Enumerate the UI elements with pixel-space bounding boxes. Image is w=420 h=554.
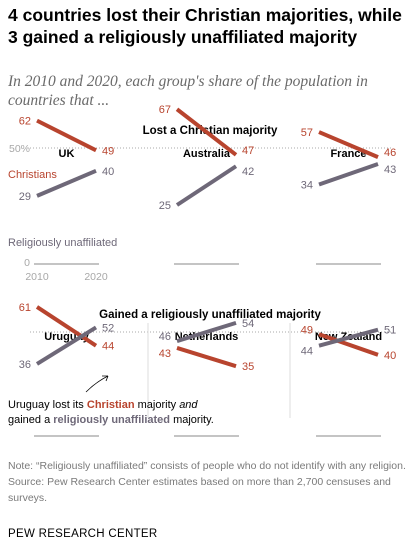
data-label: 62 [19, 116, 31, 128]
data-label: 40 [384, 350, 396, 362]
series-line-christians [176, 346, 237, 369]
annotation-span: and [179, 399, 198, 411]
annotation-span: gained a [8, 414, 53, 426]
data-label: 54 [242, 318, 254, 330]
data-label: 29 [19, 191, 31, 203]
data-label: 43 [384, 164, 396, 176]
series-line-unaffiliated [176, 320, 237, 344]
annotation-span: majority [135, 399, 180, 411]
legend-unaffiliated: Religiously unaffiliated [8, 237, 117, 249]
data-label: 67 [159, 104, 171, 116]
data-label: 44 [102, 341, 114, 353]
brand-name: PEW RESEARCH CENTER [8, 528, 158, 540]
panel-country-label: UK [59, 148, 75, 160]
data-label: 42 [242, 166, 254, 178]
data-label: 35 [242, 361, 254, 373]
series-line-christians [318, 130, 379, 159]
annotation-span: religiously unaffiliated [53, 414, 170, 426]
source-text: Source: Pew Research Center estimates ba… [8, 476, 391, 504]
y-tick-label: 50% [9, 143, 30, 155]
series-line-unaffiliated [35, 325, 98, 366]
group-title: Lost a Christian majority [143, 125, 278, 137]
annotation-span: majority. [170, 414, 214, 426]
data-label: 49 [102, 145, 114, 157]
data-label: 25 [159, 200, 171, 212]
series-line-christians [35, 305, 98, 348]
data-label: 47 [242, 145, 254, 157]
chart-area: Lost a Christian majority Gained a religi… [8, 104, 396, 437]
data-label: 46 [159, 331, 171, 343]
data-label: 52 [102, 322, 114, 334]
series-line-unaffiliated [318, 162, 379, 187]
panel-country-label: France [330, 148, 366, 160]
panel-country-label: Australia [183, 148, 231, 160]
annotation-line-1: Uruguay lost its Christian majority and [8, 399, 198, 411]
annotation-arrowhead [102, 375, 109, 382]
data-label: 44 [301, 346, 313, 358]
data-label: 34 [301, 179, 313, 191]
annotation-line-2: gained a religiously unaffiliated majori… [8, 414, 214, 426]
annotation-arrow [85, 375, 109, 393]
data-label: 51 [384, 325, 396, 337]
data-label: 49 [301, 324, 313, 336]
y-tick-label: 0 [24, 257, 30, 269]
series-line-unaffiliated [36, 168, 97, 198]
x-tick-label: 2020 [84, 271, 108, 283]
annotation-span: Christian [87, 399, 135, 411]
series-line-christians [175, 107, 238, 157]
chart-title: 4 countries lost their Christian majorit… [8, 5, 402, 47]
data-label: 57 [301, 127, 313, 139]
annotation-span: Uruguay lost its [8, 399, 87, 411]
series-line-christians [36, 118, 97, 153]
data-label: 40 [102, 166, 114, 178]
series-line-christians [318, 332, 379, 357]
data-label: 36 [19, 359, 31, 371]
group-title: Gained a religiously unaffiliated majori… [99, 309, 321, 321]
data-label: 43 [159, 348, 171, 360]
series-line-unaffiliated [318, 327, 379, 348]
panel-country-label: Netherlands [175, 331, 239, 343]
chart-subtitle: In 2010 and 2020, each group's share of … [8, 73, 368, 109]
note-text: Note: “Religiously unaffiliated” consist… [8, 460, 406, 472]
series-line-unaffiliated [175, 164, 238, 207]
notes-block: Note: “Religiously unaffiliated” consist… [8, 458, 412, 506]
data-label: 61 [19, 302, 31, 314]
x-tick-label: 2010 [25, 271, 49, 283]
data-label: 46 [384, 147, 396, 159]
legend-christians: Christians [8, 169, 57, 181]
